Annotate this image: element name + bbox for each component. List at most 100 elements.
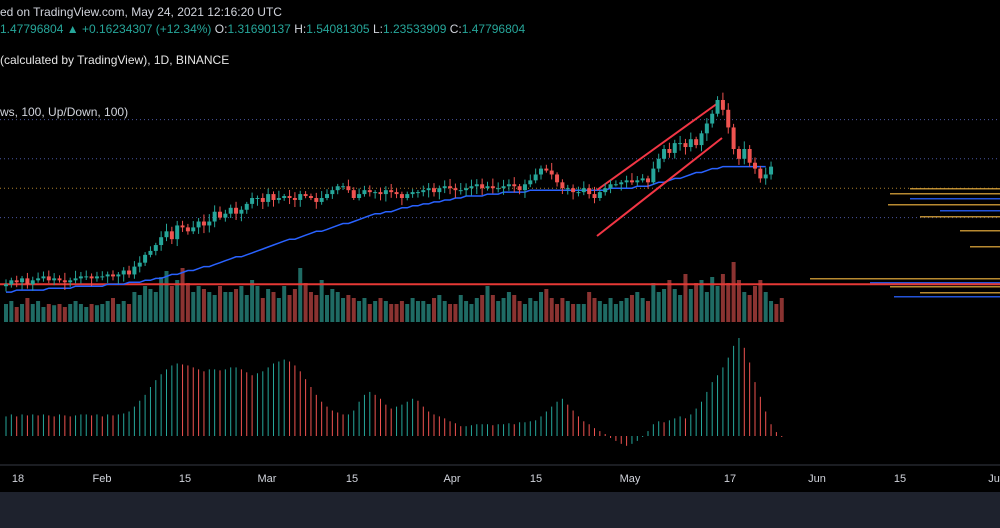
oscillator-bar-81 — [438, 416, 440, 436]
oscillator-bar-120 — [647, 431, 649, 436]
oscillator-bar-34 — [187, 365, 189, 436]
candle-body-140 — [753, 162, 757, 169]
oscillator-bar-45 — [246, 372, 248, 436]
volume-bar-38 — [207, 292, 212, 322]
volume-bar-72 — [389, 304, 394, 322]
candle-body-128 — [688, 139, 693, 148]
oscillator-bar-60 — [326, 406, 328, 436]
oscillator-bar-12 — [69, 416, 71, 436]
oscillator-bar-51 — [278, 361, 280, 436]
candle-body-61 — [330, 190, 335, 195]
candle-body-62 — [335, 186, 340, 191]
volume-bar-61 — [330, 289, 335, 322]
volume-bar-37 — [201, 289, 206, 322]
profile-bar-10 — [890, 286, 1000, 288]
candle-body-107 — [576, 192, 581, 194]
candle-body-134 — [720, 100, 725, 110]
volume-bar-54 — [292, 289, 297, 322]
oscillator-bar-46 — [251, 375, 253, 436]
volume-bar-25 — [137, 295, 142, 322]
volume-bar-16 — [89, 304, 94, 322]
candle-body-58 — [314, 198, 319, 202]
candle-body-52 — [282, 196, 287, 198]
volume-bar-78 — [421, 301, 426, 322]
oscillator-bar-123 — [663, 422, 665, 436]
oscillator-bar-98 — [529, 421, 531, 436]
volume-bar-121 — [651, 283, 656, 322]
volume-bar-49 — [266, 289, 271, 322]
volume-bar-55 — [298, 268, 303, 322]
candle-body-110 — [592, 194, 597, 198]
oscillator-bar-32 — [176, 363, 178, 436]
oscillator-bar-139 — [749, 362, 751, 436]
candle-body-117 — [629, 180, 634, 183]
oscillator-bar-30 — [166, 369, 167, 436]
volume-bar-21 — [116, 304, 121, 322]
candle-body-8 — [46, 276, 51, 281]
candle-body-81 — [437, 188, 442, 193]
volume-bar-48 — [260, 298, 265, 322]
oscillator-bar-80 — [433, 414, 435, 436]
candle-body-119 — [640, 178, 645, 181]
oscillator-bar-65 — [353, 410, 355, 436]
candle-body-32 — [175, 225, 180, 240]
candle-body-69 — [373, 192, 378, 194]
oscillator-bar-68 — [369, 391, 371, 436]
candle-body-112 — [603, 188, 608, 193]
oscillator-bar-42 — [230, 367, 232, 436]
volume-bar-112 — [603, 304, 608, 322]
oscillator-bar-94 — [508, 423, 510, 436]
oscillator-bar-56 — [305, 379, 307, 436]
volume-bar-63 — [341, 298, 346, 322]
oscillator-bar-33 — [182, 364, 184, 436]
profile-bar-0 — [910, 188, 1000, 190]
volume-bar-30 — [164, 271, 169, 322]
oscillator-bar-116 — [626, 436, 628, 446]
oscillator-bar-25 — [139, 400, 141, 436]
candle-body-33 — [180, 225, 185, 228]
volume-bar-145 — [779, 298, 784, 322]
oscillator-bar-43 — [235, 367, 237, 436]
open-value: 1.31690137 — [227, 22, 291, 36]
candle-body-92 — [496, 188, 501, 190]
candle-body-53 — [287, 196, 292, 198]
candle-body-111 — [597, 192, 602, 198]
candle-body-51 — [276, 198, 281, 200]
oscillator-bar-52 — [283, 359, 285, 436]
profile-bar-12 — [894, 296, 1000, 298]
oscillator-bar-79 — [428, 411, 430, 436]
volume-bar-62 — [335, 292, 340, 322]
time-tick-label-6: 15 — [530, 473, 542, 485]
candle-body-84 — [453, 188, 458, 191]
candle-body-0 — [4, 284, 8, 287]
candle-body-82 — [442, 186, 447, 189]
oscillator-bar-8 — [48, 415, 50, 436]
volume-bar-70 — [378, 298, 383, 322]
oscillator-bar-129 — [695, 408, 697, 436]
oscillator-bar-121 — [652, 424, 654, 436]
volume-bar-8 — [46, 304, 51, 322]
candle-body-64 — [346, 186, 351, 191]
candle-body-96 — [517, 186, 522, 191]
oscillator-bar-122 — [658, 421, 660, 436]
volume-bar-93 — [501, 298, 506, 322]
volume-bar-122 — [656, 292, 661, 322]
volume-bar-17 — [94, 305, 99, 322]
oscillator-bar-86 — [465, 426, 467, 436]
volume-bar-11 — [62, 307, 67, 322]
time-tick-label-3: Mar — [258, 473, 277, 485]
oscillator-bar-110 — [594, 428, 595, 436]
volume-bar-143 — [769, 301, 774, 322]
volume-bar-20 — [111, 298, 115, 322]
candle-body-125 — [672, 143, 677, 153]
candles — [4, 92, 774, 292]
volume-bar-13 — [73, 301, 78, 322]
volume-bar-126 — [678, 295, 683, 322]
volume-bar-50 — [271, 292, 276, 322]
volume-bar-22 — [121, 301, 126, 322]
candle-body-63 — [341, 186, 346, 188]
oscillator-bar-134 — [722, 367, 724, 436]
oscillator-bar-1 — [10, 414, 12, 436]
volume-bar-3 — [20, 304, 25, 322]
